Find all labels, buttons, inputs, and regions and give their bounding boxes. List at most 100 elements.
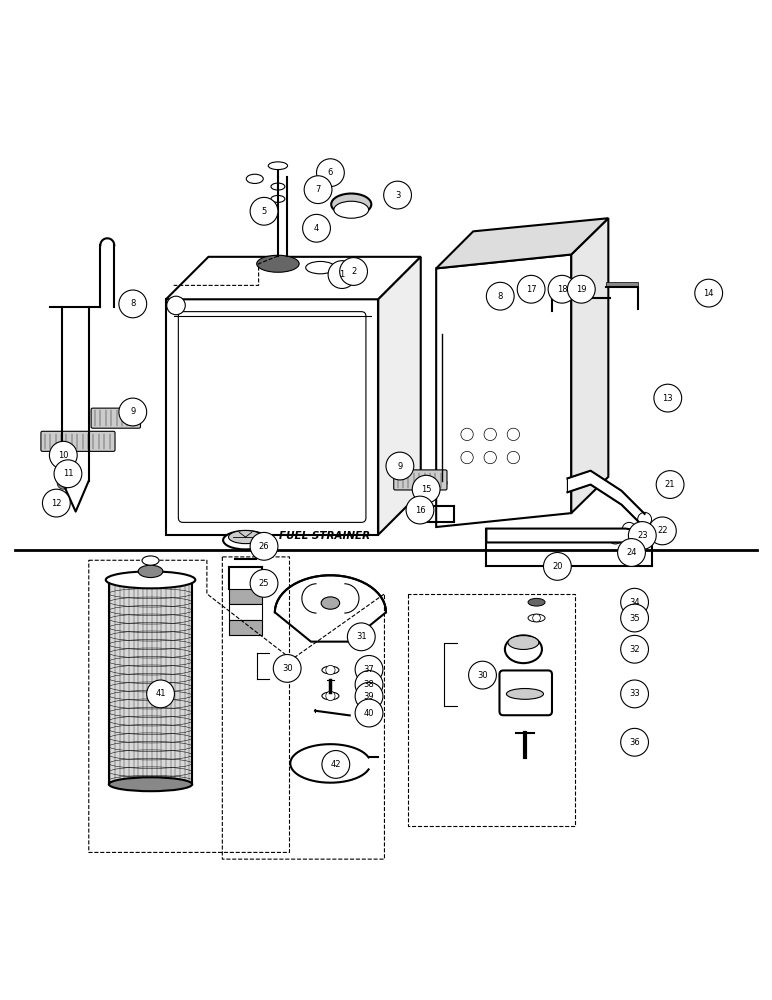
Ellipse shape [322, 692, 339, 700]
Text: 42: 42 [330, 760, 341, 769]
Text: 34: 34 [629, 598, 640, 607]
Text: 16: 16 [415, 506, 425, 515]
Circle shape [326, 665, 335, 675]
Polygon shape [436, 218, 608, 268]
Text: 38: 38 [364, 680, 374, 689]
FancyBboxPatch shape [166, 299, 378, 535]
Ellipse shape [505, 635, 542, 663]
Text: 7: 7 [316, 185, 320, 194]
Ellipse shape [109, 777, 192, 791]
Text: FUEL STRAINER: FUEL STRAINER [279, 531, 370, 541]
Circle shape [507, 428, 520, 441]
Text: 6: 6 [328, 168, 333, 177]
Text: 3: 3 [395, 191, 400, 200]
Text: 20: 20 [552, 562, 563, 571]
Circle shape [340, 258, 367, 285]
Polygon shape [275, 575, 386, 642]
Text: 35: 35 [629, 614, 640, 623]
Ellipse shape [322, 666, 339, 674]
Circle shape [355, 656, 383, 683]
Text: 41: 41 [155, 689, 166, 698]
Text: 13: 13 [662, 394, 673, 403]
Text: 9: 9 [130, 407, 135, 416]
Ellipse shape [331, 194, 371, 215]
Circle shape [167, 296, 185, 315]
Circle shape [57, 457, 69, 469]
Text: 18: 18 [557, 285, 567, 294]
Polygon shape [567, 471, 645, 528]
FancyBboxPatch shape [394, 470, 447, 490]
Text: 14: 14 [703, 289, 714, 298]
Circle shape [695, 279, 723, 307]
Circle shape [42, 489, 70, 517]
Circle shape [57, 477, 69, 489]
Text: 24: 24 [626, 548, 637, 557]
Text: 32: 32 [629, 645, 640, 654]
Text: 22: 22 [657, 526, 668, 535]
Polygon shape [229, 620, 262, 635]
Text: 26: 26 [259, 542, 269, 551]
Circle shape [119, 290, 147, 318]
Circle shape [533, 614, 540, 622]
Ellipse shape [506, 689, 543, 699]
Circle shape [412, 475, 440, 503]
Polygon shape [378, 257, 421, 535]
Circle shape [147, 680, 174, 708]
Circle shape [461, 428, 473, 441]
Circle shape [422, 485, 431, 495]
Polygon shape [606, 282, 638, 287]
Text: 33: 33 [629, 689, 640, 698]
Polygon shape [166, 257, 421, 299]
Circle shape [621, 680, 648, 708]
Ellipse shape [321, 597, 340, 609]
Text: 8: 8 [498, 292, 503, 301]
Polygon shape [109, 580, 192, 784]
Circle shape [49, 441, 77, 469]
Ellipse shape [269, 162, 287, 170]
Circle shape [548, 275, 576, 303]
Circle shape [406, 496, 434, 524]
Text: 2: 2 [351, 267, 356, 276]
Text: 1: 1 [340, 270, 344, 279]
Ellipse shape [223, 531, 268, 549]
Text: 8: 8 [130, 299, 135, 308]
Text: 11: 11 [63, 469, 73, 478]
Circle shape [654, 384, 682, 412]
Text: 23: 23 [637, 531, 648, 540]
Circle shape [322, 751, 350, 778]
Ellipse shape [229, 530, 262, 544]
Text: 19: 19 [576, 285, 587, 294]
Text: 36: 36 [629, 738, 640, 747]
Ellipse shape [334, 201, 368, 218]
Circle shape [436, 478, 447, 488]
Polygon shape [571, 218, 608, 513]
Text: 15: 15 [421, 485, 432, 494]
Circle shape [567, 275, 595, 303]
Ellipse shape [271, 183, 285, 190]
Ellipse shape [256, 255, 300, 272]
Text: 12: 12 [51, 499, 62, 508]
Text: 30: 30 [477, 671, 488, 680]
Ellipse shape [306, 261, 335, 274]
Text: 9: 9 [398, 462, 402, 471]
Ellipse shape [106, 571, 195, 588]
Ellipse shape [271, 195, 285, 202]
Text: 30: 30 [282, 664, 293, 673]
Ellipse shape [246, 174, 263, 183]
Circle shape [543, 552, 571, 580]
Text: 5: 5 [262, 207, 266, 216]
Circle shape [517, 275, 545, 303]
Circle shape [54, 460, 82, 488]
Circle shape [656, 471, 684, 498]
Circle shape [250, 532, 278, 560]
Circle shape [347, 623, 375, 651]
Ellipse shape [138, 565, 163, 578]
Circle shape [57, 466, 69, 478]
Circle shape [326, 691, 335, 701]
Circle shape [304, 176, 332, 204]
Text: 40: 40 [364, 709, 374, 718]
Text: 39: 39 [364, 692, 374, 701]
FancyBboxPatch shape [41, 431, 115, 451]
Ellipse shape [508, 636, 539, 649]
Circle shape [119, 398, 147, 426]
